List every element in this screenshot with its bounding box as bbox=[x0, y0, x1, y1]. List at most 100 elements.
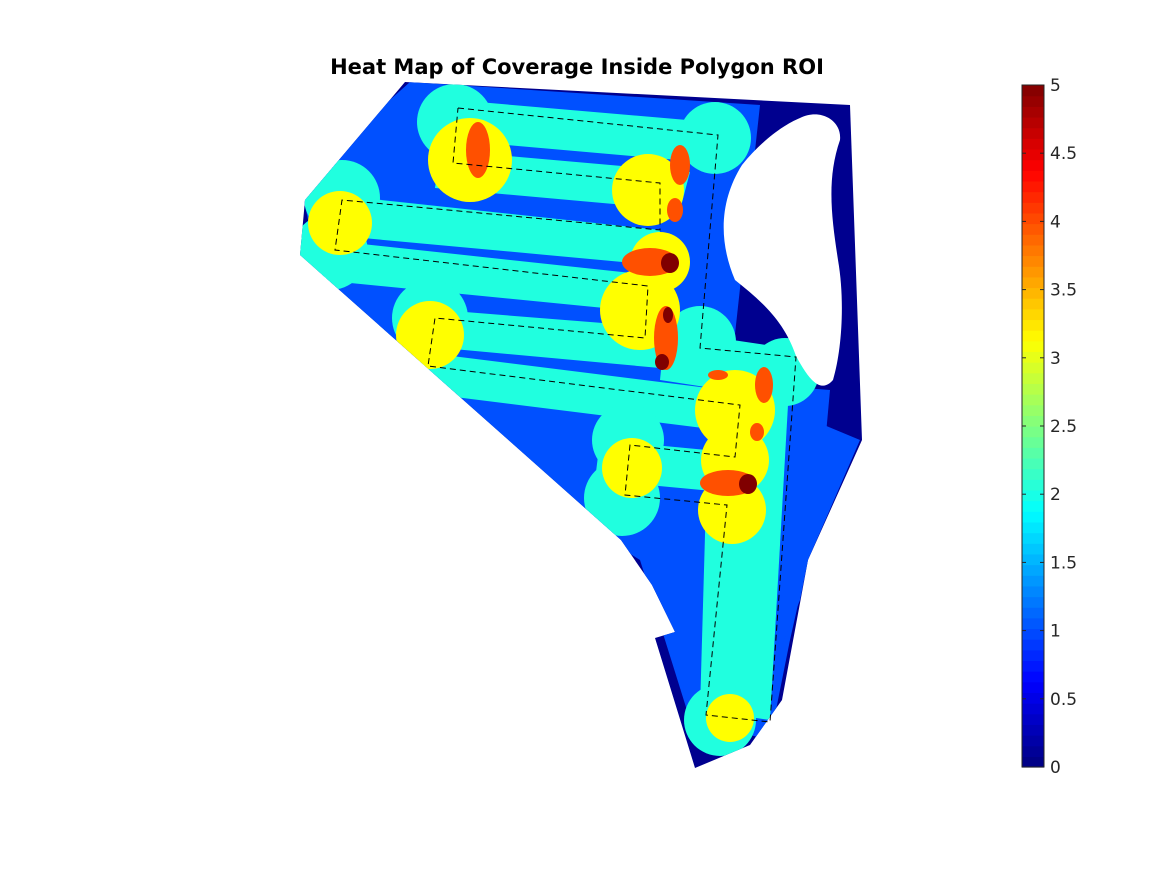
colorbar-band bbox=[1022, 660, 1044, 672]
colorbar-band bbox=[1022, 649, 1044, 662]
colorbar-tick-label: 3 bbox=[1050, 349, 1061, 369]
roi-hole bbox=[723, 114, 842, 386]
colorbar-tick-label: 2.5 bbox=[1050, 417, 1077, 437]
colorbar-tick-label: 3.5 bbox=[1050, 281, 1077, 301]
colorbar-band bbox=[1022, 394, 1044, 406]
overlap-region bbox=[670, 145, 690, 185]
colorbar-band bbox=[1022, 585, 1044, 598]
colorbar-band bbox=[1022, 106, 1044, 118]
colorbar-band bbox=[1022, 543, 1044, 555]
colorbar-band bbox=[1022, 639, 1044, 651]
colorbar-band bbox=[1022, 266, 1044, 278]
colorbar-band bbox=[1022, 681, 1044, 694]
overlap-region bbox=[708, 370, 728, 380]
colorbar-band bbox=[1022, 116, 1044, 129]
colorbar-band bbox=[1022, 628, 1044, 640]
overlap-region bbox=[612, 154, 684, 226]
overlap-region bbox=[755, 367, 773, 403]
colorbar-band bbox=[1022, 500, 1044, 512]
colorbar-band bbox=[1022, 607, 1044, 619]
colorbar-band bbox=[1022, 532, 1044, 544]
colorbar-band bbox=[1022, 447, 1044, 459]
overlap-region bbox=[654, 306, 678, 370]
colorbar-band bbox=[1022, 596, 1044, 608]
colorbar-band bbox=[1022, 159, 1044, 171]
colorbar-tick-label: 1 bbox=[1050, 622, 1061, 642]
colorbar-band bbox=[1022, 180, 1044, 193]
colorbar-tick-label: 4.5 bbox=[1050, 144, 1077, 164]
colorbar-tick-label: 1.5 bbox=[1050, 553, 1077, 573]
colorbar: 0 0.5 1 1.5 2 2.5 3 3.5 4 4.5 5 bbox=[1021, 76, 1077, 778]
overlap-region bbox=[655, 354, 669, 370]
swath bbox=[330, 195, 660, 265]
colorbar-band bbox=[1022, 671, 1044, 683]
colorbar-band bbox=[1022, 287, 1044, 299]
colorbar-band bbox=[1022, 95, 1044, 107]
overlap-region bbox=[667, 198, 683, 222]
colorbar-band bbox=[1022, 575, 1044, 587]
colorbar-band bbox=[1022, 202, 1044, 214]
overlap-region bbox=[739, 474, 757, 494]
dashed-flight-path bbox=[334, 107, 797, 723]
colorbar-band bbox=[1022, 426, 1044, 438]
overlap-region bbox=[750, 423, 764, 441]
colorbar-band bbox=[1022, 319, 1044, 331]
colorbar-band bbox=[1022, 404, 1044, 416]
overlap-region bbox=[602, 438, 662, 498]
colorbar-band bbox=[1022, 692, 1044, 704]
overlap-region bbox=[396, 301, 464, 369]
swath bbox=[450, 100, 745, 165]
colorbar-band bbox=[1022, 308, 1044, 321]
overlap-region bbox=[706, 694, 754, 742]
overlap-region bbox=[466, 122, 490, 178]
colorbar-ticks: 0 0.5 1 1.5 2 2.5 3 3.5 4 4.5 5 bbox=[1022, 76, 1077, 778]
colorbar-band bbox=[1022, 383, 1044, 395]
colorbar-tick-label: 2 bbox=[1050, 485, 1061, 505]
colorbar-band bbox=[1022, 276, 1044, 289]
colorbar-band bbox=[1022, 340, 1044, 353]
colorbar-tick-label: 5 bbox=[1050, 76, 1061, 96]
colorbar-band bbox=[1022, 553, 1044, 566]
colorbar-band bbox=[1022, 735, 1044, 747]
colorbar-band bbox=[1022, 511, 1044, 523]
colorbar-band bbox=[1022, 457, 1044, 470]
colorbar-band bbox=[1022, 191, 1044, 203]
colorbar-band bbox=[1022, 138, 1044, 150]
colorbar-band bbox=[1022, 756, 1044, 768]
colorbar-bands bbox=[1022, 85, 1044, 768]
colorbar-band bbox=[1022, 724, 1044, 736]
colorbar-band bbox=[1022, 468, 1044, 480]
colorbar-band bbox=[1022, 330, 1044, 342]
colorbar-band bbox=[1022, 212, 1044, 225]
colorbar-band bbox=[1022, 234, 1044, 246]
chart-title: Heat Map of Coverage Inside Polygon ROI bbox=[330, 55, 824, 79]
heatmap-image bbox=[300, 82, 862, 768]
swath-cap bbox=[679, 102, 751, 174]
colorbar-band bbox=[1022, 713, 1044, 725]
overlap-region bbox=[663, 307, 673, 323]
colorbar-band bbox=[1022, 298, 1044, 310]
swath bbox=[320, 240, 650, 312]
colorbar-band bbox=[1022, 415, 1044, 427]
colorbar-band bbox=[1022, 617, 1044, 630]
overlap-region bbox=[661, 253, 679, 273]
colorbar-band bbox=[1022, 372, 1044, 384]
colorbar-band bbox=[1022, 489, 1044, 502]
colorbar-band bbox=[1022, 244, 1044, 257]
colorbar-band bbox=[1022, 521, 1044, 534]
colorbar-band bbox=[1022, 745, 1044, 757]
colorbar-band bbox=[1022, 436, 1044, 448]
colorbar-band bbox=[1022, 362, 1044, 374]
colorbar-tick-label: 0.5 bbox=[1050, 690, 1077, 710]
overlap-region bbox=[308, 191, 372, 255]
colorbar-band bbox=[1022, 223, 1044, 235]
colorbar-tick-label: 4 bbox=[1050, 212, 1061, 232]
colorbar-band bbox=[1022, 148, 1044, 161]
colorbar-band bbox=[1022, 351, 1044, 363]
colorbar-band bbox=[1022, 255, 1044, 267]
colorbar-tick-label: 0 bbox=[1050, 758, 1061, 778]
colorbar-band bbox=[1022, 170, 1044, 182]
colorbar-band bbox=[1022, 703, 1044, 715]
colorbar-band bbox=[1022, 479, 1044, 491]
